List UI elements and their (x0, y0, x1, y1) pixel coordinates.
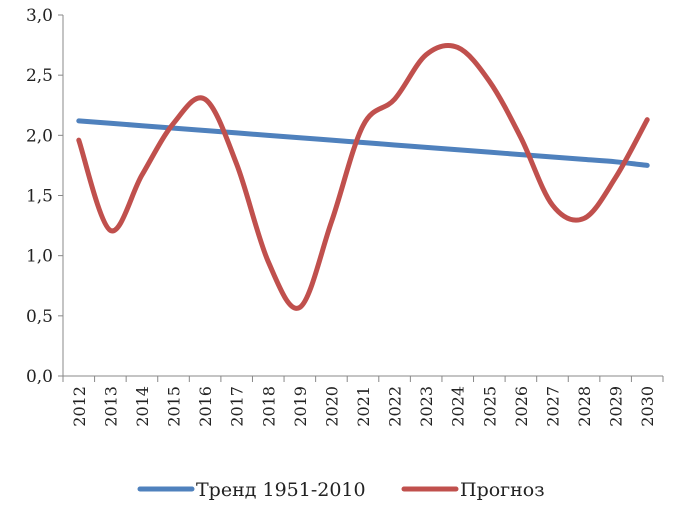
data-point-forecast (361, 123, 366, 128)
data-point-trend (108, 121, 113, 126)
y-tick-label: 3,0 (26, 6, 53, 26)
x-tick-label: 2013 (101, 386, 120, 427)
data-point-trend (550, 154, 555, 159)
data-point-trend (582, 157, 587, 162)
data-point-trend (139, 123, 144, 128)
y-tick-label: 1,0 (26, 247, 53, 267)
data-point-trend (424, 145, 429, 150)
data-point-forecast (518, 135, 523, 140)
data-point-forecast (329, 219, 334, 224)
data-point-forecast (455, 45, 460, 50)
data-point-trend (297, 135, 302, 140)
x-tick-label: 2030 (638, 386, 657, 427)
data-point-trend (203, 128, 208, 133)
data-point-trend (392, 142, 397, 147)
legend-label-forecast: Прогноз (460, 479, 545, 501)
x-tick-label: 2019 (291, 386, 310, 427)
x-tick-label: 2021 (354, 386, 373, 427)
x-tick-label: 2026 (512, 386, 531, 427)
x-tick-label: 2023 (417, 386, 436, 427)
legend-label-trend: Тренд 1951-2010 (196, 479, 366, 501)
data-point-trend (234, 130, 239, 135)
data-point-forecast (550, 203, 555, 208)
y-tick-label: 0,0 (26, 367, 53, 387)
data-point-forecast (297, 305, 302, 310)
x-tick-label: 2025 (480, 386, 499, 427)
y-tick-label: 0,5 (26, 307, 53, 327)
series-line-trend (76, 118, 650, 168)
x-tick-label: 2018 (259, 386, 278, 427)
x-tick-label: 2027 (543, 386, 562, 427)
data-point-trend (645, 163, 650, 168)
y-tick-label: 1,5 (26, 187, 53, 207)
x-tick-label: 2012 (70, 386, 89, 427)
y-axis: 0,0 0,5 1,0 1,5 2,0 2,5 3,0 (26, 6, 64, 387)
data-point-forecast (234, 162, 239, 167)
data-point-trend (487, 150, 492, 155)
data-point-trend (518, 152, 523, 157)
data-point-trend (266, 133, 271, 138)
data-point-forecast (487, 79, 492, 84)
y-tick-label: 2,0 (26, 126, 53, 146)
data-point-trend (76, 118, 81, 123)
data-point-forecast (76, 138, 81, 143)
data-point-forecast (203, 97, 208, 102)
data-point-forecast (392, 97, 397, 102)
y-tick-label: 2,5 (26, 66, 53, 86)
x-tick-label: 2017 (228, 386, 247, 427)
x-tick-label: 2020 (322, 386, 341, 427)
data-point-forecast (139, 173, 144, 178)
x-tick-label: 2028 (575, 386, 594, 427)
data-point-forecast (645, 117, 650, 122)
data-point-trend (329, 138, 334, 143)
series-lines (76, 43, 650, 311)
x-tick-label: 2015 (165, 386, 184, 427)
data-point-trend (613, 159, 618, 164)
legend: Тренд 1951-2010 Прогноз (137, 479, 545, 501)
data-point-forecast (108, 228, 113, 233)
data-point-forecast (582, 216, 587, 221)
data-point-forecast (171, 121, 176, 126)
data-point-trend (455, 147, 460, 152)
x-tick-label: 2029 (607, 386, 626, 427)
x-tick-label: 2024 (449, 386, 468, 427)
x-axis: 2012 2013 2014 2015 2016 2017 2018 2019 2020 2021… (62, 375, 664, 427)
x-tick-label: 2014 (133, 386, 152, 427)
x-tick-label: 2022 (386, 386, 405, 427)
x-tick-label: 2016 (196, 386, 215, 427)
data-point-trend (361, 140, 366, 145)
series-line-forecast (76, 43, 650, 311)
data-point-forecast (424, 52, 429, 57)
data-point-forecast (613, 175, 618, 180)
data-point-forecast (266, 259, 271, 264)
